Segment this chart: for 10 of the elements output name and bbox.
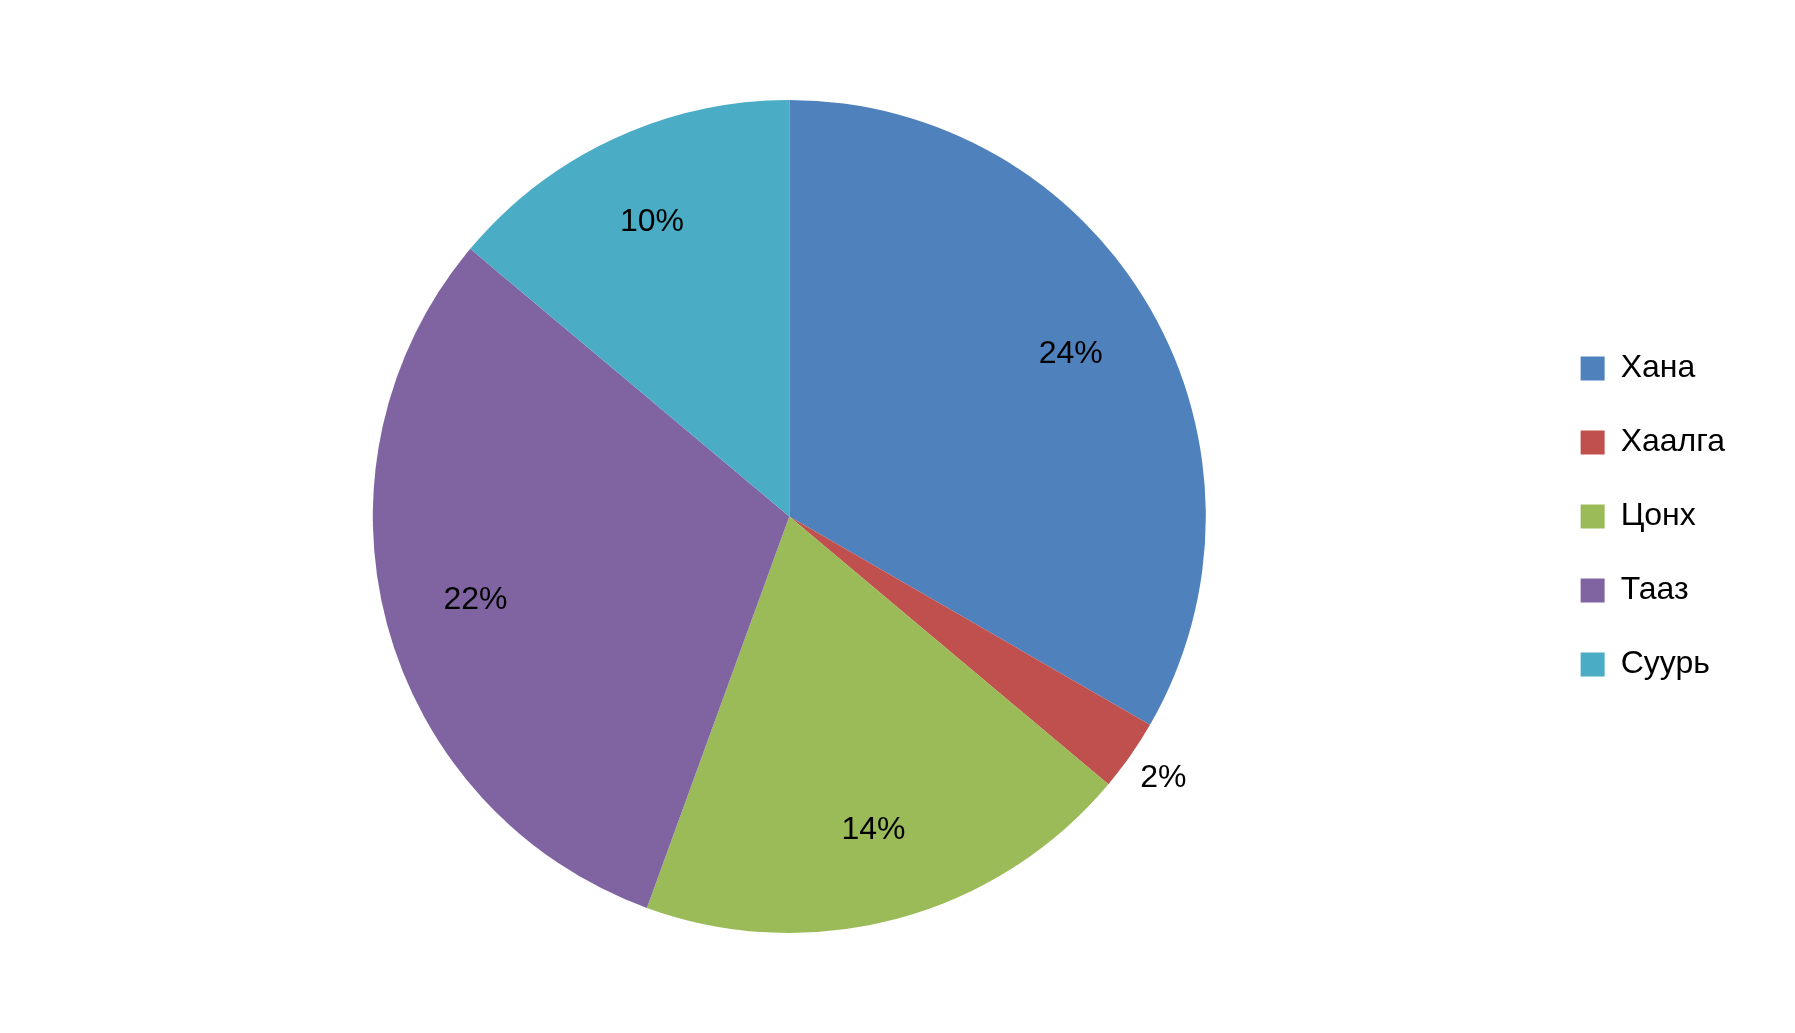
legend-label: Хана [1620, 348, 1696, 385]
legend-label: Цонх [1620, 496, 1696, 533]
data-label: 14% [841, 810, 906, 847]
legend-label: Суурь [1620, 644, 1710, 681]
data-label: 22% [443, 580, 508, 617]
data-label: 2% [1140, 758, 1187, 795]
data-label: 24% [1038, 333, 1103, 370]
data-label: 10% [619, 201, 685, 238]
legend-label: Тааз [1620, 570, 1689, 607]
legend-label: Хаалга [1620, 422, 1726, 459]
